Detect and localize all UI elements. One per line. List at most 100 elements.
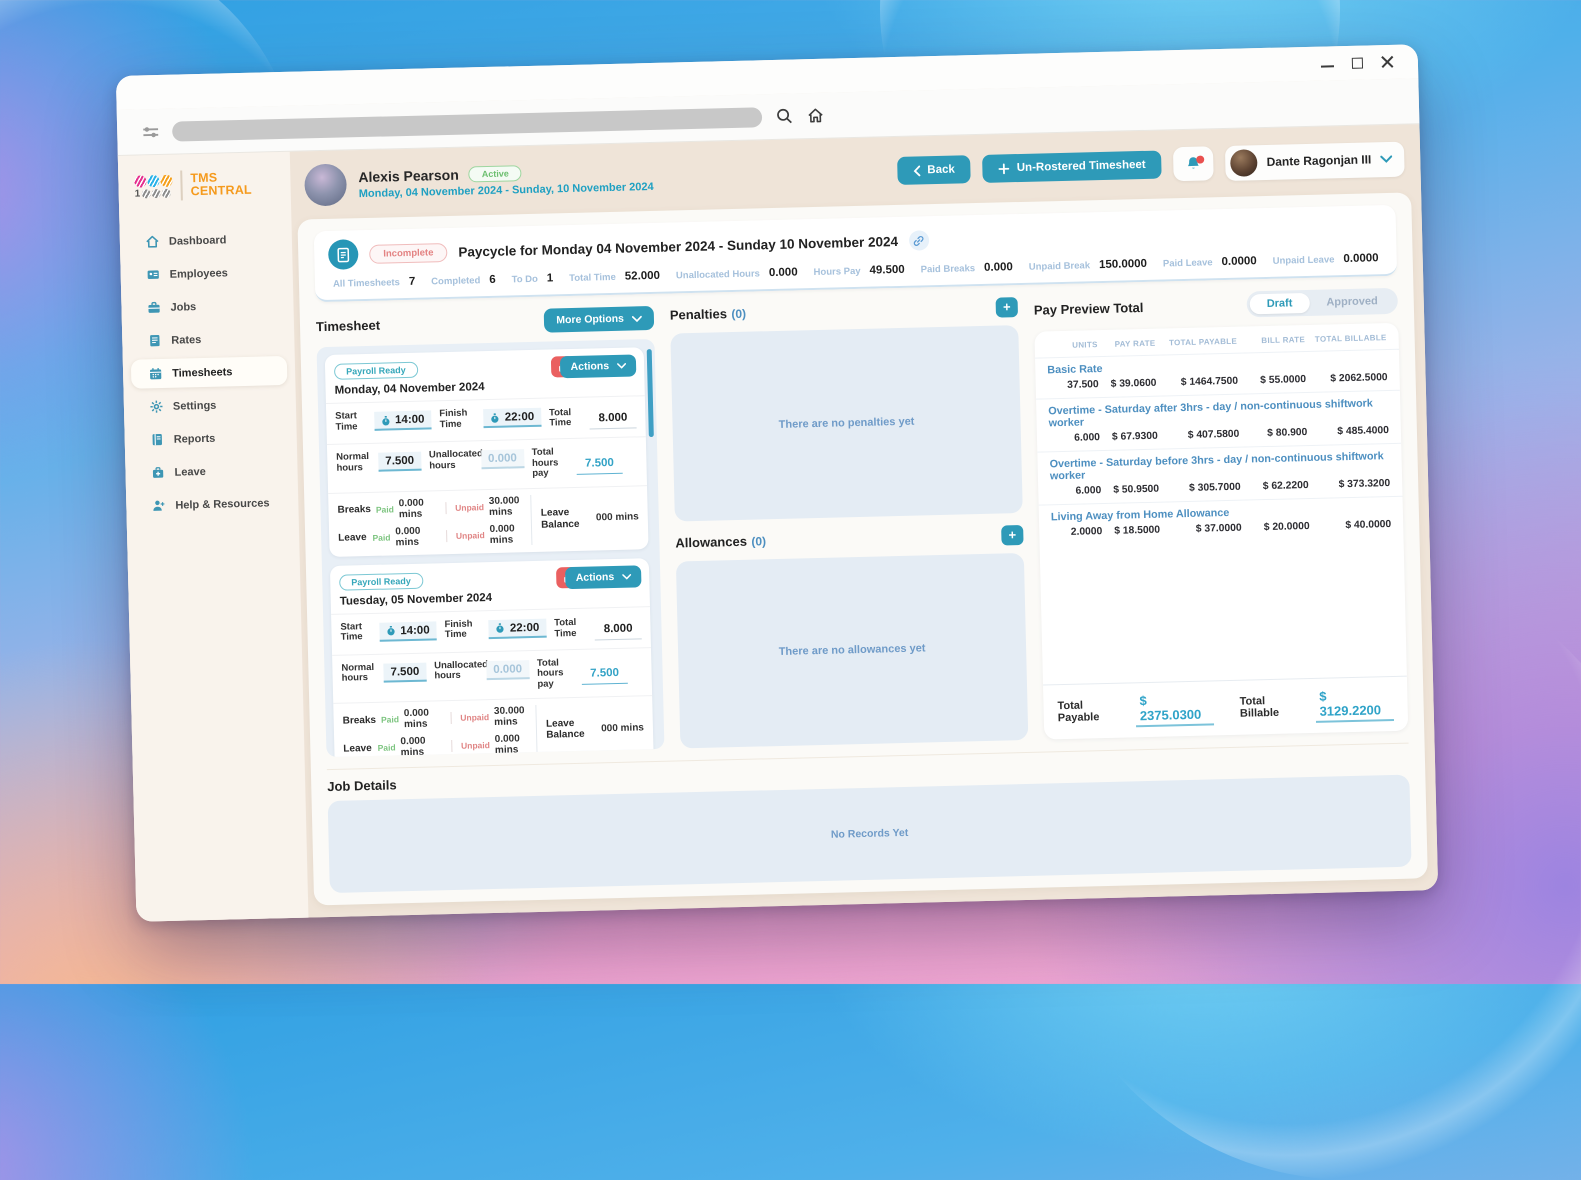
start-time-input[interactable]: 14:00 bbox=[379, 621, 437, 641]
chevron-down-icon bbox=[1380, 155, 1392, 163]
penalties-section: Penalties (0) + There are no penalties y… bbox=[670, 297, 1023, 521]
paycycle-summary-card: Incomplete Paycycle for Monday 04 Novemb… bbox=[314, 205, 1397, 302]
normal-hours-label: Normal hours bbox=[341, 662, 378, 684]
penalties-heading: Penalties bbox=[670, 306, 727, 322]
normal-hours-input[interactable]: 7.500 bbox=[378, 452, 421, 472]
chevron-down-icon bbox=[622, 573, 631, 579]
sidebar-item-reports[interactable]: Reports bbox=[132, 422, 289, 455]
start-time-input[interactable]: 14:00 bbox=[374, 410, 432, 430]
add-penalty-button[interactable]: + bbox=[996, 297, 1018, 318]
timesheet-heading: Timesheet bbox=[316, 317, 380, 334]
close-icon[interactable] bbox=[1381, 55, 1394, 68]
actions-button[interactable]: Actions bbox=[560, 354, 636, 378]
search-icon[interactable] bbox=[776, 108, 793, 125]
sidebar-item-leave[interactable]: Leave bbox=[133, 455, 290, 488]
employee-avatar bbox=[304, 163, 347, 206]
id-card-icon bbox=[147, 268, 160, 281]
maximize-icon[interactable] bbox=[1352, 57, 1363, 68]
sidebar: 1 TMS CENTRAL Dashboard Employees bbox=[118, 152, 309, 922]
sidebar-item-dashboard[interactable]: Dashboard bbox=[128, 224, 285, 257]
paycycle-status-badge: Incomplete bbox=[369, 242, 448, 263]
chevron-down-icon bbox=[632, 315, 642, 322]
back-button[interactable]: Back bbox=[897, 155, 971, 185]
main-area: Alexis Pearson Active Monday, 04 Novembe… bbox=[290, 124, 1438, 917]
allowances-count: (0) bbox=[751, 534, 766, 548]
user-menu[interactable]: Dante Ragonjan III bbox=[1225, 141, 1404, 180]
start-time-label: Start Time bbox=[335, 411, 368, 433]
table-row: Overtime - Saturday before 3hrs - day / … bbox=[1037, 443, 1402, 505]
sidebar-item-timesheets[interactable]: Timesheets bbox=[131, 356, 288, 389]
paid-tag: Paid bbox=[378, 742, 396, 752]
back-label: Back bbox=[927, 164, 955, 177]
normal-hours-input[interactable]: 7.500 bbox=[383, 662, 426, 682]
app-body: 1 TMS CENTRAL Dashboard Employees bbox=[118, 124, 1438, 922]
notifications-button[interactable] bbox=[1173, 146, 1214, 181]
total-hours-pay-label: Total hours pay bbox=[532, 447, 571, 479]
unpaid-tag: Unpaid bbox=[461, 740, 490, 751]
paid-tag: Paid bbox=[376, 504, 394, 514]
paid-tag: Paid bbox=[381, 714, 399, 724]
brand-logo: 1 TMS CENTRAL bbox=[118, 168, 291, 202]
sidebar-item-label: Dashboard bbox=[169, 234, 227, 247]
leave-bag-icon bbox=[151, 466, 164, 479]
unrostered-timesheet-button[interactable]: Un-Rostered Timesheet bbox=[982, 151, 1162, 183]
brand-dots-icon: 1 bbox=[134, 174, 173, 198]
add-allowance-button[interactable]: + bbox=[1001, 524, 1023, 545]
sidebar-item-help-resources[interactable]: Help & Resources bbox=[134, 488, 291, 521]
unallocated-hours-value: 0.000 bbox=[486, 660, 529, 680]
finish-time-input[interactable]: 22:00 bbox=[489, 618, 547, 638]
leave-balance: Leave Balance 000 mins bbox=[530, 492, 639, 545]
status-badge: Active bbox=[469, 165, 522, 182]
copy-link-button[interactable] bbox=[909, 230, 929, 250]
more-options-label: More Options bbox=[556, 313, 624, 327]
job-details-section: Job Details No Records Yet bbox=[327, 743, 1412, 893]
home-icon[interactable] bbox=[807, 107, 824, 124]
timer-icon bbox=[496, 623, 505, 634]
sidebar-item-settings[interactable]: Settings bbox=[132, 389, 289, 422]
table-row: Overtime - Saturday after 3hrs - day / n… bbox=[1036, 390, 1401, 452]
finish-time-label: Finish Time bbox=[439, 408, 478, 430]
chevron-down-icon bbox=[617, 363, 626, 369]
toggle-approved[interactable]: Approved bbox=[1309, 291, 1395, 313]
toggle-draft[interactable]: Draft bbox=[1250, 293, 1310, 314]
unpaid-tag: Unpaid bbox=[455, 502, 484, 513]
link-icon bbox=[913, 235, 924, 246]
finish-time-input[interactable]: 22:00 bbox=[484, 408, 542, 428]
sidebar-item-jobs[interactable]: Jobs bbox=[129, 290, 286, 323]
minimize-icon[interactable] bbox=[1321, 65, 1334, 67]
more-options-button[interactable]: More Options bbox=[544, 306, 654, 333]
timesheet-card-list: Payroll Ready Monday, 04 November 2024 A… bbox=[317, 339, 665, 757]
total-time-label: Total Time bbox=[554, 618, 589, 640]
app-window: 1 TMS CENTRAL Dashboard Employees bbox=[116, 44, 1438, 922]
user-name: Dante Ragonjan III bbox=[1266, 152, 1371, 169]
paid-tag: Paid bbox=[372, 532, 390, 542]
sidebar-nav: Dashboard Employees Jobs Rates Timesheet… bbox=[120, 224, 299, 521]
actions-label: Actions bbox=[576, 571, 615, 584]
sidebar-item-employees[interactable]: Employees bbox=[128, 257, 285, 290]
leave-row: Leave Paid 0.000 mins Unpaid 0.000 mins bbox=[343, 733, 537, 757]
sliders-icon[interactable] bbox=[143, 126, 158, 138]
timesheet-date: Tuesday, 05 November 2024 bbox=[340, 588, 641, 607]
payroll-ready-badge: Payroll Ready bbox=[339, 572, 423, 590]
paycycle-title: Paycycle for Monday 04 November 2024 - S… bbox=[458, 233, 898, 259]
actions-label: Actions bbox=[570, 360, 609, 373]
brand-divider bbox=[180, 170, 183, 200]
allowances-empty-panel: There are no allowances yet bbox=[676, 552, 1028, 748]
penalties-empty-text: There are no penalties yet bbox=[779, 415, 915, 430]
scrollbar[interactable] bbox=[647, 349, 654, 437]
sidebar-item-rates[interactable]: Rates bbox=[130, 323, 287, 356]
pay-preview-card: UNITS PAY RATE TOTAL PAYABLE BILL RATE T… bbox=[1034, 323, 1408, 740]
address-bar[interactable] bbox=[172, 107, 762, 141]
brand-line2: CENTRAL bbox=[191, 184, 252, 198]
content-panel: Incomplete Paycycle for Monday 04 Novemb… bbox=[297, 192, 1427, 905]
total-hours-pay-value: 7.500 bbox=[576, 450, 623, 475]
unpaid-tag: Unpaid bbox=[456, 530, 485, 541]
allowances-section: Allowances (0) + There are no allowances… bbox=[675, 524, 1028, 748]
actions-button[interactable]: Actions bbox=[565, 565, 641, 589]
